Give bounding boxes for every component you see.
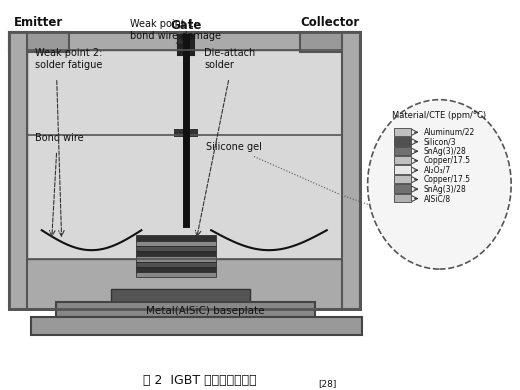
Bar <box>174 129 198 136</box>
Bar <box>342 259 360 309</box>
Bar <box>9 32 69 52</box>
Bar <box>136 272 216 277</box>
Bar <box>394 194 411 202</box>
Text: AlSiC/8: AlSiC/8 <box>423 194 450 203</box>
Bar <box>394 156 411 165</box>
Bar <box>9 259 27 309</box>
Text: solder fatigue: solder fatigue <box>35 60 102 70</box>
Text: Copper/17.5: Copper/17.5 <box>423 175 471 184</box>
Bar <box>136 251 216 256</box>
Text: SnAg(3)/28: SnAg(3)/28 <box>423 147 466 156</box>
Bar <box>394 128 411 136</box>
Bar <box>394 147 411 155</box>
Bar <box>394 137 411 145</box>
Text: Collector: Collector <box>300 16 359 29</box>
Text: Copper/17.5: Copper/17.5 <box>423 156 471 165</box>
Text: Material/CTE (ppm/°C): Material/CTE (ppm/°C) <box>392 111 487 120</box>
Bar <box>136 246 216 251</box>
Text: Aluminum/22: Aluminum/22 <box>423 128 475 137</box>
Text: Silicone gel: Silicone gel <box>206 142 262 152</box>
Bar <box>136 267 216 272</box>
Text: SnAg(3)/28: SnAg(3)/28 <box>423 184 466 193</box>
Bar <box>394 175 411 183</box>
Text: Silicon/3: Silicon/3 <box>423 137 456 146</box>
Bar <box>136 241 216 246</box>
Bar <box>9 32 360 309</box>
Text: Weak point 1:: Weak point 1: <box>131 19 198 29</box>
Bar <box>136 235 216 241</box>
Ellipse shape <box>368 100 511 269</box>
Bar <box>394 184 411 193</box>
Bar <box>178 35 194 55</box>
Text: Emitter: Emitter <box>14 16 63 29</box>
Bar <box>56 302 315 317</box>
Bar <box>394 165 411 174</box>
Bar <box>136 256 216 262</box>
Text: Weak point 2:: Weak point 2: <box>35 48 102 58</box>
Text: Gate: Gate <box>171 19 202 32</box>
Bar <box>9 32 27 309</box>
Bar <box>136 262 216 267</box>
Bar <box>111 289 250 317</box>
Bar <box>27 50 342 259</box>
Bar <box>342 32 360 309</box>
Text: Al₂O₃/7: Al₂O₃/7 <box>423 166 450 175</box>
Text: bond wire damage: bond wire damage <box>131 31 222 41</box>
Text: Metal(AlSiC) baseplate: Metal(AlSiC) baseplate <box>146 306 265 316</box>
Text: Bond wire: Bond wire <box>35 133 83 142</box>
Text: Die-attach: Die-attach <box>204 48 255 58</box>
Text: 图 2  IGBT 模块结构剖面图: 图 2 IGBT 模块结构剖面图 <box>144 374 257 387</box>
Bar <box>300 32 360 52</box>
Text: solder: solder <box>204 60 234 70</box>
Text: [28]: [28] <box>318 379 336 388</box>
Bar <box>31 317 362 335</box>
